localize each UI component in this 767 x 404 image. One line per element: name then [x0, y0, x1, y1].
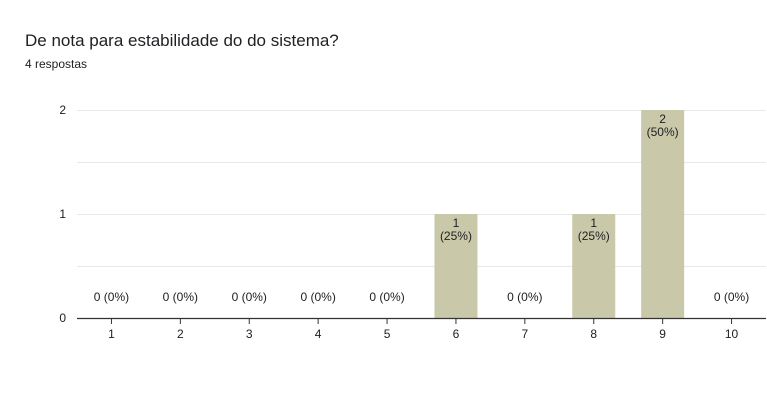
x-tick-label: 9 [659, 327, 666, 341]
bar [572, 214, 616, 318]
x-tick-label: 5 [384, 327, 391, 341]
data-label: 1 (25%) [440, 216, 472, 243]
data-label: 0 (0%) [163, 290, 198, 304]
bar [434, 214, 478, 318]
y-tick-label: 0 [59, 311, 66, 325]
data-label: 0 (0%) [94, 290, 129, 304]
bar [641, 110, 685, 318]
response-count: 4 respostas [25, 57, 88, 71]
data-label: 0 (0%) [714, 290, 749, 304]
x-tick-label: 2 [177, 327, 184, 341]
y-tick-label: 2 [59, 103, 66, 117]
x-tick-label: 3 [246, 327, 253, 341]
x-tick-label: 1 [108, 327, 115, 341]
x-tick-label: 8 [590, 327, 597, 341]
y-tick-label: 1 [59, 207, 66, 221]
x-tick-label: 6 [453, 327, 460, 341]
question-title: De nota para estabilidade do do sistema? [25, 31, 339, 50]
x-tick-label: 4 [315, 327, 322, 341]
x-tick-label: 10 [725, 327, 739, 341]
data-label: 1 (25%) [578, 216, 610, 243]
data-label: 0 (0%) [300, 290, 335, 304]
data-label: 0 (0%) [232, 290, 267, 304]
x-tick-label: 7 [522, 327, 529, 341]
data-label: 0 (0%) [507, 290, 542, 304]
data-label: 2 (50%) [647, 112, 679, 139]
data-label: 0 (0%) [369, 290, 404, 304]
